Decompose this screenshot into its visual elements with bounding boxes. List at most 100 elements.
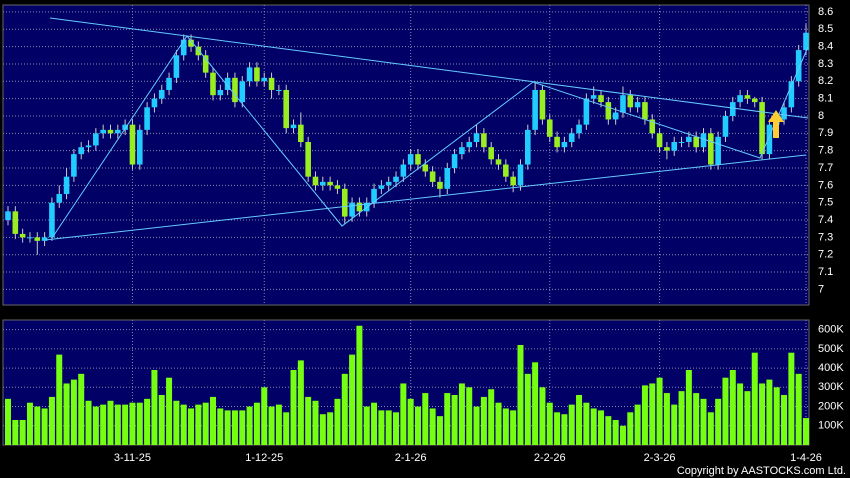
volume-bar <box>583 402 590 445</box>
volume-tick-label: 500K <box>818 343 844 355</box>
candle-body <box>371 188 377 203</box>
candle-body <box>481 133 487 148</box>
y-tick-label: 8.4 <box>818 41 833 53</box>
volume-bar <box>202 402 209 445</box>
candle-body <box>78 147 85 155</box>
candle-body <box>473 133 480 142</box>
y-tick-label: 8.5 <box>818 23 833 35</box>
candle-body <box>568 133 575 142</box>
volume-bar <box>715 398 722 445</box>
volume-bar <box>12 420 19 445</box>
volume-bar <box>407 398 414 445</box>
volume-bar <box>34 406 41 445</box>
candle-body <box>708 133 714 165</box>
volume-bar <box>122 404 129 445</box>
volume-bar <box>283 412 290 445</box>
candle-body <box>605 102 612 120</box>
candle-body <box>415 154 421 165</box>
volume-bar <box>312 400 319 445</box>
volume-bar <box>605 416 612 445</box>
candle-body <box>41 237 48 241</box>
candle-body <box>5 211 11 221</box>
volume-bar <box>268 406 275 445</box>
volume-bar <box>649 383 656 445</box>
volume-bar <box>707 412 714 445</box>
candle-body <box>261 77 268 82</box>
volume-bar <box>275 404 282 445</box>
y-tick-label: 7.1 <box>818 266 833 278</box>
volume-bar <box>561 414 568 445</box>
volume-tick-label: 400K <box>818 362 844 374</box>
volume-bar <box>305 396 312 445</box>
candle-body <box>151 98 158 108</box>
trend-lines <box>44 17 809 241</box>
volume-bar <box>371 402 378 445</box>
volume-bar <box>429 408 436 445</box>
candle-body <box>341 188 348 217</box>
volume-bar <box>803 418 809 445</box>
volume-bar <box>166 377 173 445</box>
volume-bar <box>656 377 663 445</box>
x-tick-label: 2-3-26 <box>644 452 676 464</box>
candle-body <box>664 147 670 151</box>
volume-bar <box>641 385 648 445</box>
volume-bar <box>576 395 583 445</box>
volume-bar <box>480 396 487 445</box>
candle-body <box>276 89 282 91</box>
candle-body <box>268 77 275 90</box>
volume-bar <box>751 352 758 445</box>
y-tick-label: 7.7 <box>818 162 833 174</box>
candle-body <box>166 77 172 90</box>
candle-body <box>85 145 92 148</box>
volume-bar <box>458 383 465 445</box>
candle-body <box>27 237 33 239</box>
candle-body <box>539 89 546 120</box>
candle-body <box>254 67 260 82</box>
x-tick-label: 1-4-26 <box>790 452 822 464</box>
volume-bar <box>114 404 121 445</box>
volume-bar <box>788 352 795 445</box>
volume-bar <box>466 387 473 445</box>
candle-body <box>188 39 194 47</box>
volume-bar <box>700 398 707 445</box>
y-tick-label: 7.6 <box>818 179 833 191</box>
candle-body <box>561 141 568 148</box>
volume-bar <box>319 414 326 445</box>
y-tick-label: 8.3 <box>818 58 833 70</box>
volume-bar <box>671 404 678 445</box>
candle-body <box>129 124 136 165</box>
candle-body <box>503 164 509 177</box>
volume-bar <box>144 398 151 445</box>
volume-bar <box>473 406 480 445</box>
volume-bar <box>759 383 766 445</box>
x-tick-label: 1-12-25 <box>245 452 283 464</box>
candle-body <box>136 129 143 165</box>
candle-body <box>576 124 582 134</box>
candle-body <box>788 81 795 108</box>
candle-body <box>693 136 699 148</box>
candle-body <box>210 72 216 96</box>
candle-body <box>56 194 63 203</box>
candle-body <box>400 164 407 177</box>
volume-bar <box>78 373 85 445</box>
volume-bar <box>356 325 363 445</box>
volume-bar <box>129 402 136 445</box>
candle-body <box>232 77 238 103</box>
candle-body <box>100 129 106 134</box>
candle-body <box>459 147 465 155</box>
candle-body <box>583 98 590 125</box>
volume-bar <box>539 387 546 445</box>
candle-body <box>356 202 363 212</box>
volume-bar <box>795 373 802 445</box>
volume-bar <box>195 404 202 445</box>
volume-bar <box>107 400 114 445</box>
candle-body <box>93 133 99 146</box>
candle-body <box>195 46 202 56</box>
volume-bar <box>173 400 180 445</box>
candle-body <box>620 95 626 113</box>
candle-body <box>202 55 209 73</box>
volume-bar <box>634 404 641 445</box>
candle-body <box>671 141 678 151</box>
volume-bar <box>495 402 502 445</box>
volume-bar <box>26 402 33 445</box>
